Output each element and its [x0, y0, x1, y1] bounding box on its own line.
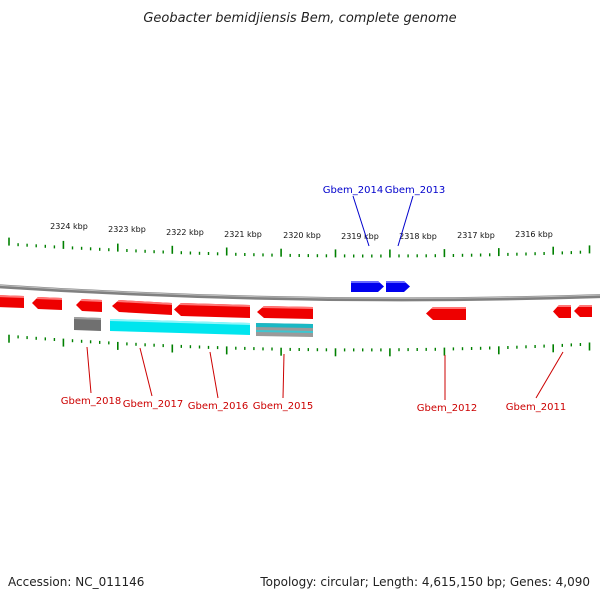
gene-label-gbem-2016[interactable]: Gbem_2016	[188, 401, 248, 412]
gene-gbem-2012[interactable]	[426, 307, 466, 320]
ruler-label-2324: 2324 kbp	[50, 222, 88, 231]
gene-gbem-2014[interactable]	[351, 281, 384, 292]
genome-summary-text: Topology: circular; Length: 4,615,150 bp…	[259, 575, 590, 589]
leader-line-gbem-2017	[139, 347, 153, 397]
genome-title: Geobacter bemidjiensis Bem, complete gen…	[143, 11, 456, 26]
gene-gbem-2016[interactable]	[174, 303, 250, 318]
gene-label-gbem-2013[interactable]: Gbem_2013	[385, 185, 445, 196]
genome-backbone	[0, 284, 600, 302]
leader-line-gbem-2016	[209, 351, 219, 399]
gene-label-gbem-2014[interactable]: Gbem_2014	[323, 185, 383, 196]
ruler-label-2318: 2318 kbp	[399, 232, 437, 241]
genome-backbone-highlight	[0, 284, 600, 299]
gene-label-gbem-2018[interactable]: Gbem_2018	[61, 396, 121, 407]
leader-line-gbem-2013	[397, 195, 414, 247]
gene-label-gbem-2011[interactable]: Gbem_2011	[506, 402, 566, 413]
gene-gbem-2011-b[interactable]	[574, 305, 592, 317]
ruler-label-2316: 2316 kbp	[515, 230, 553, 239]
feature-striped-gbem-2015[interactable]	[256, 323, 313, 337]
gene-label-gbem-2012[interactable]: Gbem_2012	[417, 403, 477, 414]
gene-label-gbem-2017[interactable]: Gbem_2017	[123, 399, 183, 410]
leader-line-gbem-2011	[535, 351, 564, 399]
ruler-label-2320: 2320 kbp	[283, 231, 321, 240]
gene-gbem-2013[interactable]	[386, 281, 410, 292]
ruler-label-2319: 2319 kbp	[341, 232, 379, 241]
ruler-label-2317: 2317 kbp	[457, 231, 495, 240]
accession-text: Accession: NC_011146	[8, 575, 144, 589]
leader-line-gbem-2014	[352, 195, 370, 247]
gene-gbem-2020[interactable]	[0, 295, 24, 308]
gene-gbem-2018[interactable]	[76, 299, 102, 312]
gene-gbem-2011-a[interactable]	[553, 305, 571, 318]
gene-gbem-2019[interactable]	[32, 297, 62, 310]
inner-tick-track	[8, 334, 591, 357]
outer-tick-track	[8, 237, 591, 258]
leader-line-gbem-2015	[282, 353, 285, 399]
ruler-label-2321: 2321 kbp	[224, 230, 262, 239]
ruler-label-2322: 2322 kbp	[166, 228, 204, 237]
feature-pseudo-gbem-2018[interactable]	[74, 317, 101, 331]
feature-cyan-gbem-2017[interactable]	[110, 319, 250, 335]
leader-line-gbem-2018	[86, 346, 92, 394]
gene-gbem-2015[interactable]	[257, 306, 313, 319]
gene-label-gbem-2015[interactable]: Gbem_2015	[253, 401, 313, 412]
gene-gbem-2017[interactable]	[112, 300, 172, 315]
ruler-label-2323: 2323 kbp	[108, 225, 146, 234]
